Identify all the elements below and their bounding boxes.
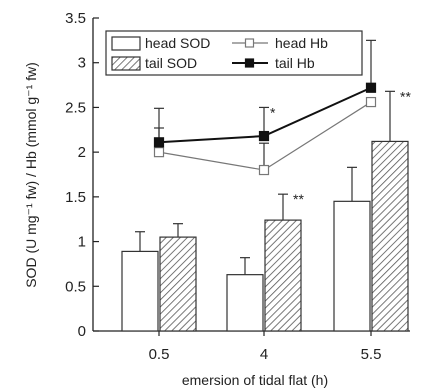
legend-swatch-tail-sod (111, 56, 141, 71)
legend-label-head-sod: head SOD (145, 35, 210, 51)
head-hb-point (153, 147, 165, 158)
legend-swatch-head-sod (111, 36, 141, 51)
tail-hb-point (365, 82, 377, 93)
tail-sod-bar (371, 140, 409, 332)
x-tick-label: 0.5 (149, 346, 170, 363)
x-tick-label: 5.5 (361, 346, 382, 363)
head-hb-point (365, 96, 377, 108)
y-tick-label: 3.5 (65, 10, 86, 27)
significance-marker: ** (293, 191, 304, 207)
legend: head SOD tail SOD head Hb tail Hb (105, 30, 363, 76)
y-tick-label: 1.5 (65, 189, 86, 206)
head-sod-bar (333, 200, 371, 332)
legend-box (105, 30, 363, 76)
tail-hb-point (153, 137, 165, 148)
y-tick-label: 2.5 (65, 99, 86, 116)
legend-label-tail-hb: tail Hb (275, 55, 315, 71)
legend-label-tail-sod: tail SOD (145, 55, 197, 71)
head-sod-bar (226, 274, 264, 332)
legend-label-head-hb: head Hb (275, 35, 328, 51)
x-axis-title: emersion of tidal flat (h) (182, 372, 328, 388)
legend-marker-head-hb (244, 38, 255, 48)
y-tick-label: 0.5 (65, 278, 86, 295)
significance-marker: ** (400, 88, 411, 104)
tail-sod-bar (264, 219, 302, 332)
tail-sod-bar (159, 236, 197, 332)
y-tick-label: 2 (78, 144, 86, 161)
head-sod-bar (121, 250, 159, 332)
y-tick-label: 0 (78, 323, 86, 340)
legend-marker-tail-hb (244, 58, 255, 68)
head-hb-point (258, 164, 270, 176)
x-tick-label: 4 (260, 346, 268, 363)
y-axis-title: SOD (U mg⁻¹ fw) / Hb (mmol g⁻¹ fw) (23, 62, 39, 288)
y-tick-label: 3 (78, 55, 86, 72)
significance-marker: * (270, 104, 276, 120)
y-tick-label: 1 (78, 234, 86, 251)
plot-area: 00.511.522.533.50.5 4 5.5*****head SODtail… (65, 10, 411, 363)
y-axis-title-group: SOD (U mg⁻¹ fw) / Hb (mmol g⁻¹ fw) (23, 62, 39, 288)
tail-hb-point (258, 130, 270, 142)
